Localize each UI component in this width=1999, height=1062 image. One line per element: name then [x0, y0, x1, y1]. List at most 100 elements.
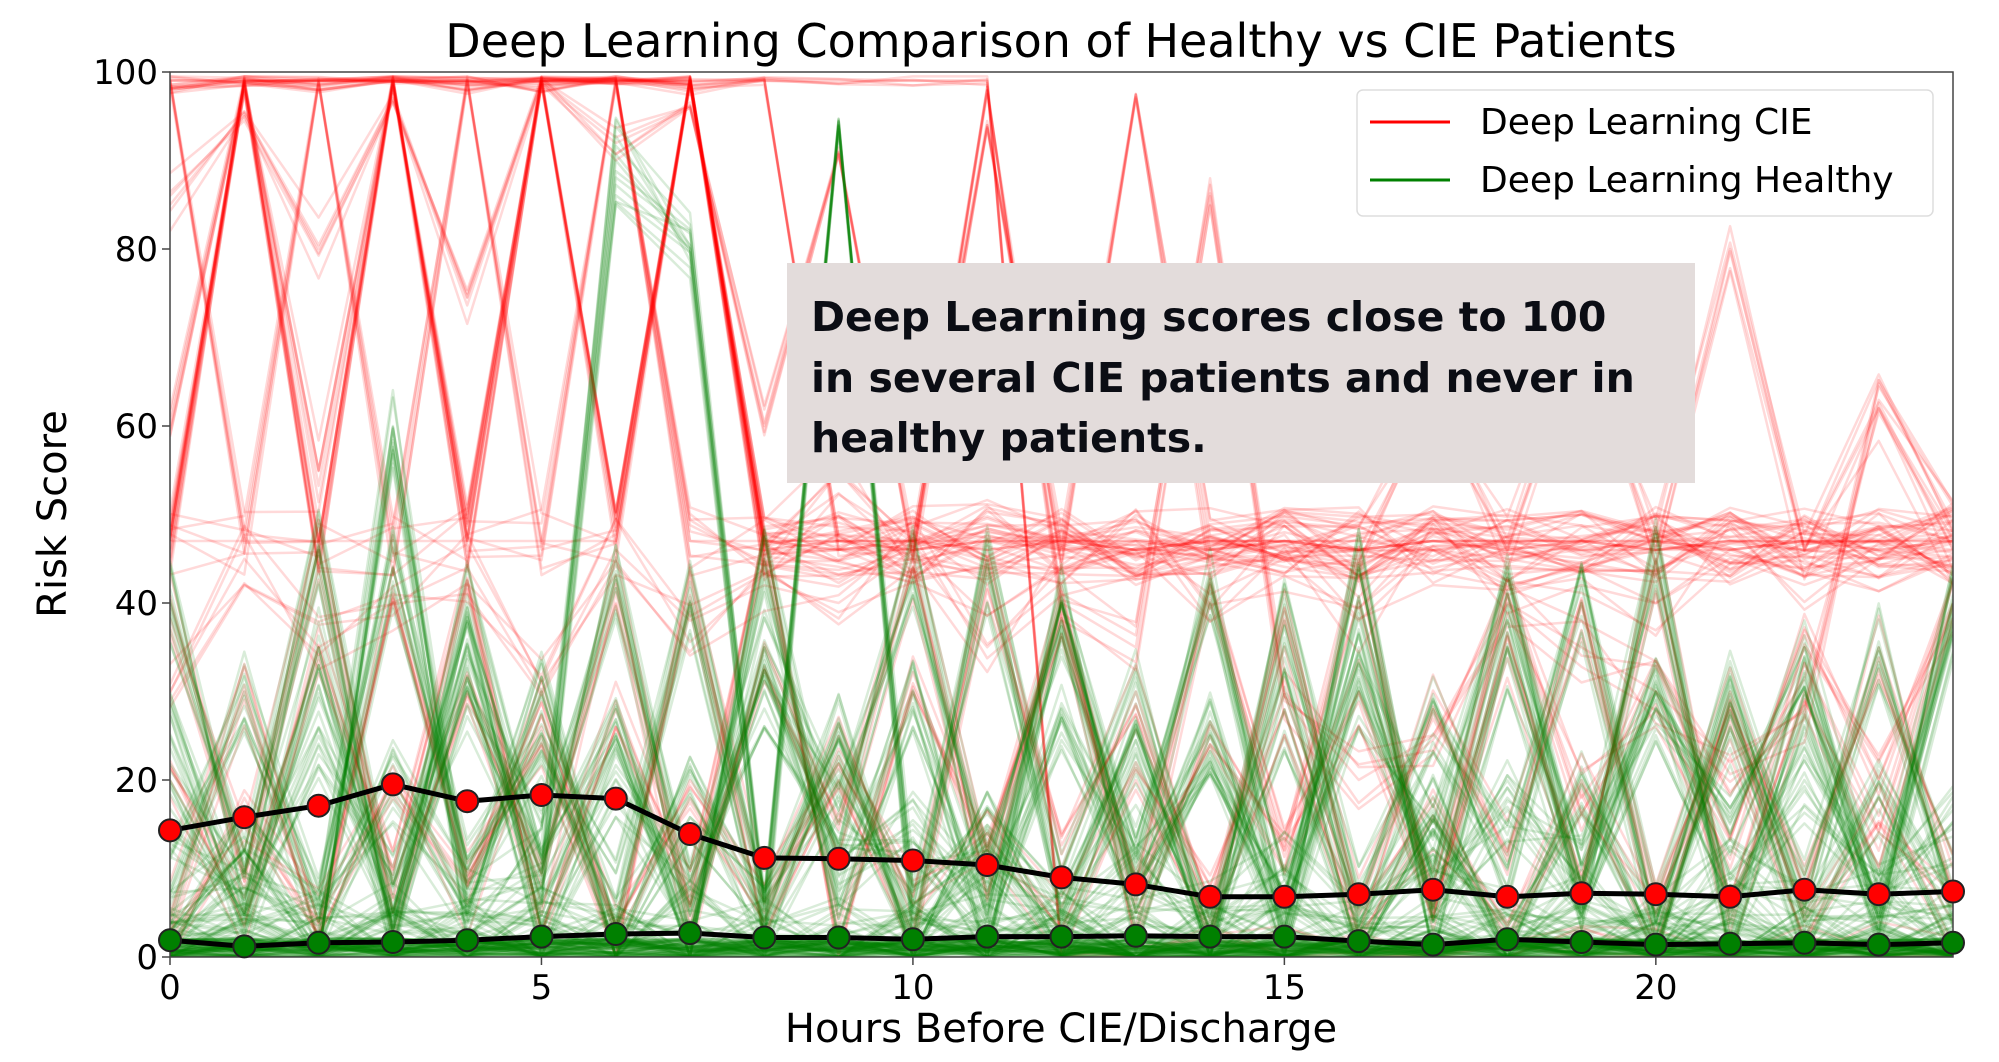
healthy-mean-point [1569, 930, 1594, 954]
cie-trajectory-line [170, 75, 1953, 811]
cie-trajectory-line [170, 83, 1953, 579]
cie-trajectory-line [170, 77, 1953, 582]
cie-trajectory-line [170, 79, 1953, 552]
cie-trajectory-line [170, 81, 1953, 766]
cie-trajectory-line [170, 527, 1953, 957]
healthy-trajectory-line [170, 548, 1953, 923]
annotation-line-2: in several CIE patients and never in [811, 354, 1635, 402]
healthy-trajectory-line [170, 913, 1953, 957]
cie-trajectory-line [170, 75, 1953, 579]
healthy-trajectory-line [170, 650, 1953, 930]
healthy-trajectory-line [170, 881, 1953, 957]
healthy-trajectory-line [170, 130, 1953, 957]
cie-trajectory-line [170, 518, 1953, 932]
healthy-trajectory-line [170, 621, 1953, 957]
x-tick-label: 5 [531, 968, 553, 1008]
cie-trajectory-line [170, 78, 1953, 580]
cie-trajectory-line [170, 77, 1953, 581]
cie-trajectory-line [170, 545, 1953, 957]
cie-mean-point [1346, 882, 1371, 907]
healthy-trajectory-line [170, 118, 1953, 957]
healthy-trajectory-line [170, 897, 1953, 957]
annotation-line-1: Deep Learning scores close to 100 [811, 293, 1606, 341]
cie-trajectory-line [170, 77, 1953, 584]
cie-trajectory-line [170, 79, 1953, 561]
chart-title: Deep Learning Comparison of Healthy vs C… [445, 14, 1676, 68]
cie-mean-point [1941, 879, 1965, 904]
healthy-trajectory-line [170, 898, 1953, 957]
cie-mean-point [826, 846, 851, 871]
healthy-mean-point [603, 922, 628, 946]
legend-label-cie: Deep Learning CIE [1480, 102, 1813, 143]
healthy-trajectory-line [170, 544, 1953, 936]
healthy-trajectory-line [170, 903, 1953, 957]
cie-trajectory-line [170, 557, 1953, 941]
cie-mean-point [1421, 877, 1445, 902]
cie-trajectory-line [170, 509, 1953, 702]
healthy-trajectory-line [170, 116, 1953, 957]
healthy-trajectory-line [170, 644, 1953, 954]
cie-trajectory-line [170, 75, 1953, 586]
healthy-mean-point [1272, 924, 1297, 949]
healthy-trajectory-line [170, 526, 1953, 957]
cie-trajectory-line [170, 77, 1953, 568]
cie-trajectory-line [170, 77, 1953, 578]
healthy-mean-point [975, 924, 1000, 949]
healthy-trajectory-line [170, 524, 1953, 950]
healthy-trajectory-line [170, 533, 1953, 954]
healthy-mean-point [306, 930, 331, 955]
healthy-mean-point [1346, 929, 1371, 954]
healthy-trajectory-line [170, 567, 1953, 939]
cie-trajectory-line [170, 75, 1953, 585]
cie-trajectory-line [170, 539, 1953, 693]
cie-mean-point [975, 853, 1000, 877]
plot-frame [169, 71, 1954, 958]
healthy-mean-point [1049, 924, 1074, 949]
cie-trajectory-line [170, 555, 1953, 957]
annotation-box: Deep Learning scores close to 100 in sev… [787, 263, 1695, 483]
healthy-mean-point [752, 925, 777, 950]
cie-trajectory-line [170, 75, 1953, 576]
cie-trajectory-line [170, 545, 1953, 930]
cie-trajectory-line [170, 75, 1953, 957]
healthy-trajectory-line [170, 120, 1953, 957]
healthy-mean-point [826, 925, 851, 950]
cie-mean-point [1495, 884, 1520, 909]
healthy-trajectory-line [170, 666, 1953, 957]
healthy-trajectory-line [170, 910, 1953, 957]
cie-trajectory-line [170, 79, 1953, 561]
healthy-trajectory-line [170, 528, 1953, 957]
healthy-mean-point [455, 928, 480, 953]
cie-mean-point [1792, 877, 1817, 902]
healthy-trajectory-line [170, 699, 1953, 957]
cie-trajectory-line [170, 76, 1953, 579]
healthy-trajectory-line [170, 117, 1953, 957]
healthy-trajectory-line [170, 631, 1953, 955]
healthy-trajectory-line [170, 896, 1953, 957]
cie-trajectory-line [170, 548, 1953, 941]
healthy-mean-point [1198, 924, 1223, 949]
healthy-trajectory-line [170, 539, 1953, 936]
cie-trajectory-line [170, 75, 1953, 588]
healthy-trajectory-line [170, 668, 1953, 957]
cie-trajectory-line [170, 78, 1953, 586]
legend[interactable]: Deep Learning CIE Deep Learning Healthy [1356, 89, 1934, 217]
cie-trajectory-line [170, 79, 1953, 957]
cie-mean-point [1198, 884, 1223, 909]
healthy-mean-point [1718, 931, 1743, 956]
healthy-trajectory-line [170, 538, 1953, 932]
cie-trajectory-line [170, 698, 1953, 957]
healthy-trajectory-line [170, 510, 1953, 931]
cie-trajectory-line [170, 75, 1953, 578]
cie-trajectory-line [170, 75, 1953, 577]
healthy-trajectory-line [170, 528, 1953, 957]
x-axis: 0 5 10 15 20 [159, 957, 1677, 1008]
cie-trajectory-line [170, 79, 1953, 552]
x-tick-label: 0 [159, 968, 181, 1008]
healthy-trajectory-line [170, 646, 1953, 932]
healthy-trajectory-line [170, 537, 1953, 957]
cie-trajectory-line [170, 79, 1953, 782]
y-tick-label: 20 [115, 761, 158, 801]
cie-trajectory-line [170, 548, 1953, 948]
cie-trajectory-line [170, 81, 1953, 577]
